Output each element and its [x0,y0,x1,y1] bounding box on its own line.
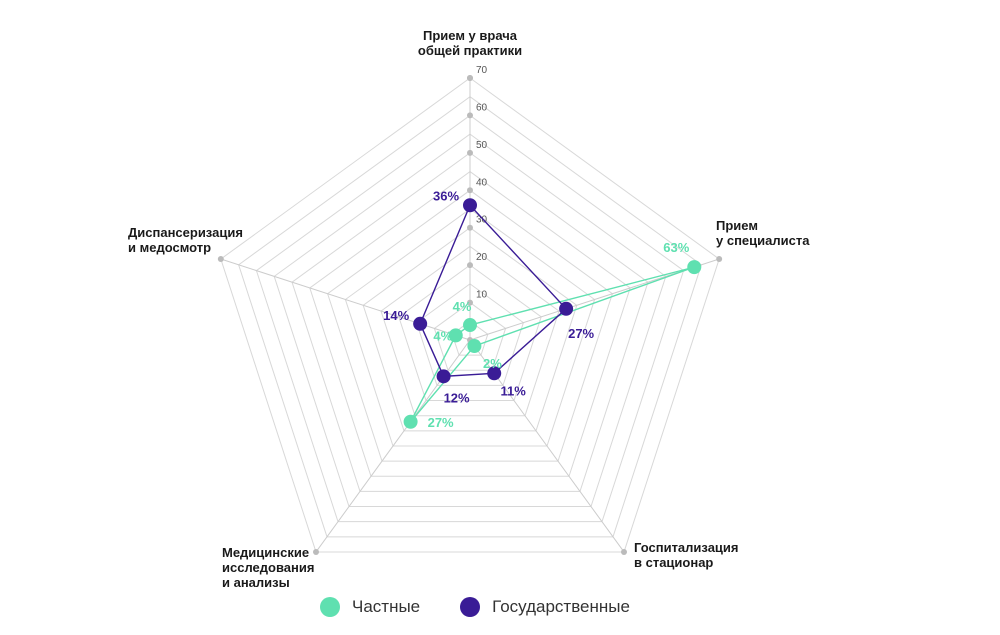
data-label: 11% [501,383,527,398]
grid-rings [220,77,720,553]
grid-ring [255,114,685,523]
grid-ring [398,264,542,402]
axis-label-line: Прием у врача [423,28,518,43]
grid-ring [362,227,578,432]
grid-ring [344,208,596,447]
axis-label-line: Госпитализация [634,540,739,555]
series-point [559,301,574,316]
series-point [436,369,451,384]
tick-dot [467,299,473,306]
axis-label: Госпитализация в стационар [634,540,739,570]
axis-label-line: Прием [716,218,758,233]
series-public [413,198,574,384]
grid-ring [433,301,507,371]
data-label: 36% [433,188,459,203]
data-label: 14% [383,308,409,323]
grid-ring [416,283,524,386]
series-point [463,318,477,333]
data-label: 63% [663,240,689,255]
tick-dot [467,75,473,81]
series-point [403,414,418,429]
tick-label: 40 [476,177,488,188]
legend-label-public: Государственные [492,597,630,616]
axis-end-dot [620,548,627,555]
axis-label: Прием у специалиста [716,218,810,248]
grid-ring [291,152,649,492]
legend-item-private: Частные [320,597,420,617]
grid-ring [327,189,613,462]
axis-labels: Прием у врача общей практики Прием у специа… [128,28,810,590]
tick-label: 10 [476,290,488,301]
tick-label: 20 [476,252,488,263]
series-private [403,260,702,429]
data-label: 27% [428,415,454,430]
series-line [419,203,568,378]
legend-label-private: Частные [352,597,421,616]
grid-ring [238,96,702,538]
tick-dot [467,262,473,269]
axis-label: Прием у врача общей практики [418,28,522,58]
data-label: 27% [568,326,594,341]
data-label: 12% [444,390,470,405]
legend-item-public: Государственные [460,597,630,617]
axis-label-line: у специалиста [716,233,810,248]
data-labels-public: 36% 27% 11% 12% 14% [383,188,594,405]
data-labels-private: 4% 63% 2% 27% 4% [428,240,690,430]
axis-label: Медицинские исследования и анализы [222,545,314,590]
grid-ring [309,170,631,477]
series-point [413,316,428,331]
data-label: 2% [483,356,502,371]
series-point [463,198,477,213]
axis-label-line: в стационар [634,555,713,570]
axis-end-dot [217,256,224,263]
axis-label-line: и медосмотр [128,240,211,255]
tick-dot [467,112,473,119]
axis-end-dot [313,548,320,555]
axis-label-line: Медицинские [222,545,309,560]
grid-ring [273,133,667,508]
tick-dot [467,224,473,231]
axis-label-line: Диспансеризация [128,225,243,240]
axis-spoke [220,258,471,341]
axis-label-line: и анализы [222,575,290,590]
grid-ring [220,77,720,553]
legend: Частные Государственные [320,594,670,620]
axis-label-line: исследования [222,560,314,575]
axis-label: Диспансеризация и медосмотр [128,225,243,255]
tick-dot [467,187,473,194]
tick-label: 30 [476,215,488,226]
axis-label-line: общей практики [418,43,522,58]
data-label: 4% [433,328,452,343]
series-point [487,366,502,381]
legend-swatch-private [320,597,340,617]
legend-swatch-public [460,597,481,617]
axis-end-dot [716,256,723,263]
data-label: 4% [453,299,472,314]
tick-dot [467,149,473,156]
series-point [448,328,463,343]
series-point [687,260,702,275]
tick-label: 50 [476,140,488,151]
tick-label: 60 [476,102,488,113]
series-point [467,339,482,354]
grid-ring [380,245,560,417]
tick-label: 70 [476,65,488,76]
